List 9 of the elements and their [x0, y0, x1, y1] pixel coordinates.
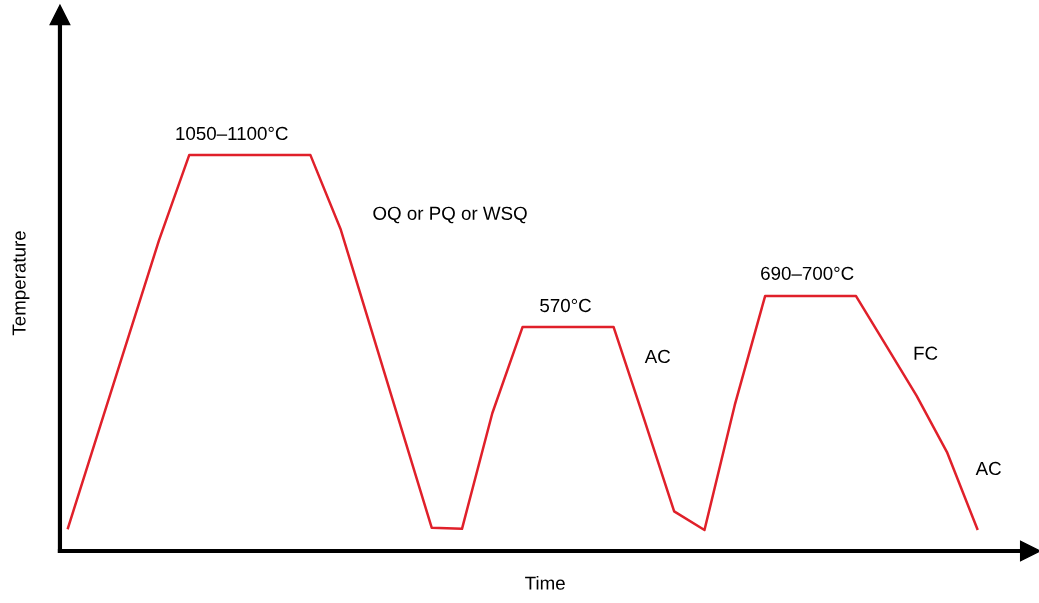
annotation: AC: [644, 349, 671, 364]
annotation: 570°C: [540, 298, 591, 313]
y-axis-title: Temperature: [12, 231, 30, 336]
annotation: FC: [914, 346, 938, 360]
annotation: AC: [975, 461, 1001, 476]
annotation: OQ or PQ or WSQ: [373, 206, 527, 224]
x-axis-title: Time: [525, 576, 565, 590]
text: 1050–1100°C: [176, 126, 288, 141]
annotation: 690–700°C: [761, 266, 854, 280]
